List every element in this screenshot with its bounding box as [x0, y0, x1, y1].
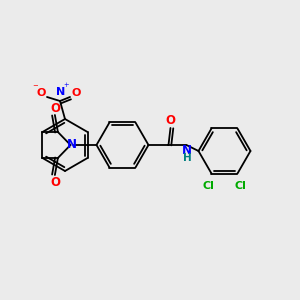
Text: Cl: Cl [235, 181, 246, 190]
Text: N: N [182, 145, 191, 158]
Text: O: O [71, 88, 81, 98]
Text: $^{+}$: $^{+}$ [62, 82, 70, 92]
Text: N: N [67, 139, 76, 152]
Text: O: O [166, 115, 176, 128]
Text: O: O [36, 88, 46, 98]
Text: O: O [50, 176, 60, 188]
Text: N: N [56, 87, 65, 97]
Text: H: H [183, 153, 191, 163]
Text: $^{-}$: $^{-}$ [32, 83, 40, 93]
Text: Cl: Cl [202, 181, 214, 190]
Text: O: O [50, 101, 60, 115]
